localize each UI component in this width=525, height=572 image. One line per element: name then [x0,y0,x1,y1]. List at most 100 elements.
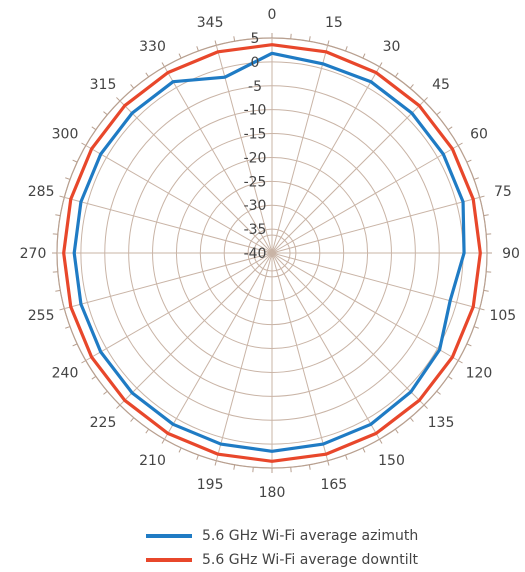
outer-tick [91,126,97,131]
angle-label: 300 [52,127,79,143]
grid-spoke [271,196,480,254]
outer-tick [362,447,366,453]
outer-tick [457,360,463,364]
grid-spoke [271,45,329,254]
radial-tick-label: -40 [244,246,267,262]
angle-label: 330 [139,39,166,55]
outer-tick [178,447,182,453]
outer-tick [145,72,150,78]
outer-tick [145,428,150,434]
outer-tick [479,195,485,198]
grid-spoke [271,252,459,361]
outer-tick [409,417,414,422]
grid-spoke [119,252,273,406]
legend-item-azimuth: 5.6 GHz Wi-Fi average azimuth [146,524,418,548]
outer-tick [81,142,87,146]
outer-tick [436,390,441,395]
outer-tick [65,177,71,180]
grid-spoke [271,252,425,406]
angle-label: 285 [28,184,55,200]
radial-tick-label: -15 [244,127,267,143]
radial-tick-label: -5 [248,79,262,95]
outer-tick [116,97,121,102]
angle-label: 90 [502,246,520,262]
outer-tick [196,46,199,52]
outer-tick [409,84,414,89]
outer-tick [436,111,441,116]
angle-label: 105 [489,308,516,324]
grid-spoke [119,100,273,254]
outer-tick [81,360,87,364]
radial-tick-label: 0 [251,55,260,71]
outer-tick [362,53,366,59]
grid-spoke [164,252,273,440]
legend-swatch-downtilt [146,558,192,562]
legend-item-downtilt: 5.6 GHz Wi-Fi average downtilt [146,548,418,572]
outer-tick [379,438,383,444]
series-layer [62,43,482,463]
angle-label: 30 [383,39,401,55]
outer-tick [473,177,479,180]
outer-tick [72,343,78,347]
grid-spoke [215,252,273,461]
angle-label: 270 [20,246,47,262]
angle-label: 315 [90,77,117,93]
outer-tick [55,214,61,217]
outer-tick [379,62,383,68]
angle-label: 150 [378,453,405,469]
angle-label: 255 [28,308,55,324]
angle-label: 75 [494,184,512,200]
angle-label: 225 [90,415,117,431]
angle-label: 240 [52,366,79,382]
outer-tick [178,53,182,59]
legend-swatch-azimuth [146,534,192,538]
outer-tick [308,464,311,470]
grid-spoke [64,196,273,254]
outer-tick [72,159,78,163]
angle-label: 45 [432,77,450,93]
outer-tick [116,404,121,409]
angle-label: 15 [325,15,343,31]
angle-label: 135 [428,415,455,431]
outer-tick [233,464,236,470]
radial-tick-label: -25 [244,174,267,190]
outer-tick [65,326,71,329]
radial-tick-labels: 5 0 -5 -10 -15 -20 -25 -30 -35 -40 [244,31,267,262]
outer-tick [103,390,108,395]
angle-label: 345 [197,15,224,31]
outer-tick [394,428,399,434]
outer-tick [327,460,330,466]
outer-tick [394,72,399,78]
outer-tick [423,404,428,409]
outer-tick [130,84,135,89]
grid-spoke [64,252,273,310]
grid-spoke [271,145,459,254]
outer-tick [423,97,428,102]
outer-tick [130,417,135,422]
angle-labels: 0 15 30 45 60 75 90 105 120 135 150 165 180 195 210 225… [20,7,520,500]
radial-tick-label: -35 [244,222,267,238]
grid-spoke [271,252,380,440]
series-line-azimuth [72,51,466,453]
outer-tick [161,62,165,68]
outer-tick [196,454,199,460]
angle-label: 195 [197,477,224,493]
outer-tick [214,460,217,466]
angle-label: 180 [259,485,286,500]
radial-tick-label: -30 [244,198,267,214]
outer-tick [483,214,489,217]
outer-tick [91,375,97,380]
outer-tick [457,142,463,146]
legend: 5.6 GHz Wi-Fi average azimuth 5.6 GHz Wi… [146,524,418,572]
outer-tick [55,289,61,292]
grid-spoke [85,145,273,254]
grid-spoke [85,252,273,361]
polar-grid [52,33,492,473]
polar-chart: 0 15 30 45 60 75 90 105 120 135 150 165 180 195 210 225… [20,7,520,500]
outer-tick [466,343,472,347]
legend-label-downtilt: 5.6 GHz Wi-Fi average downtilt [202,552,419,568]
angle-label: 120 [466,366,493,382]
legend-label-azimuth: 5.6 GHz Wi-Fi average azimuth [202,528,419,544]
outer-tick [59,308,65,311]
angle-label: 60 [470,127,488,143]
